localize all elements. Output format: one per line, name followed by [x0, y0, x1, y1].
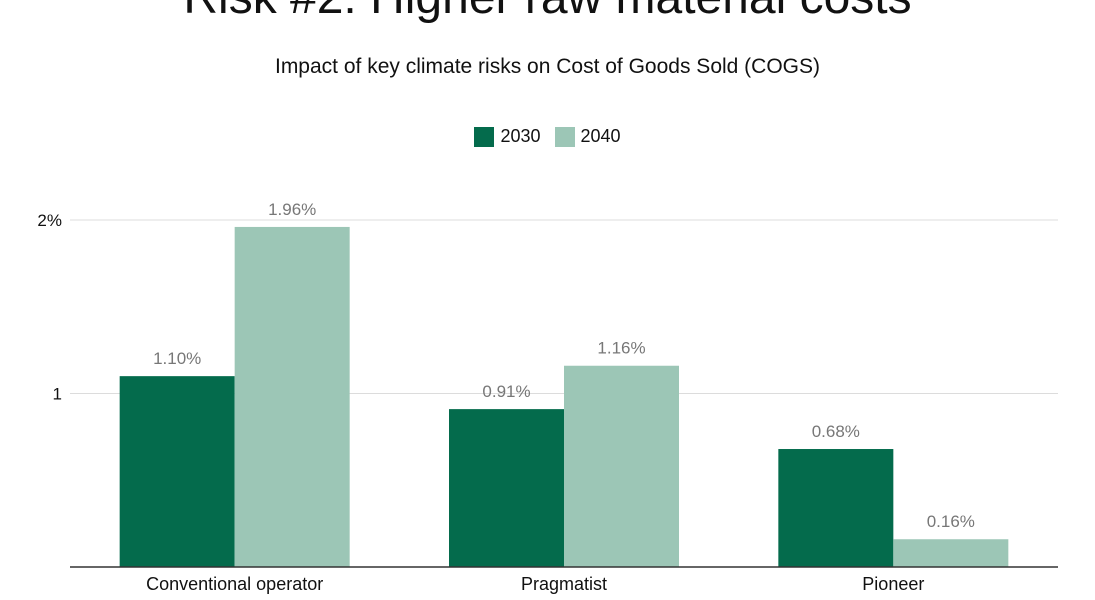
chart-title: Impact of key climate risks on Cost of G… [274, 55, 820, 78]
bar-2030-1 [449, 409, 564, 567]
data-label-2040-1: 1.16% [597, 339, 645, 358]
y-tick-label-1: 2% [37, 211, 62, 230]
data-label-2030-0: 1.10% [153, 349, 201, 368]
legend-label-2030: 2030 [500, 126, 541, 146]
legend-swatch-2040 [554, 126, 575, 147]
bar-2040-2 [893, 539, 1009, 567]
x-tick-label-0: Conventional operator [146, 574, 323, 594]
legend-item-2040: 2040 [554, 126, 621, 147]
data-label-2030-1: 0.91% [482, 382, 530, 401]
x-tick-label-2: Pioneer [862, 574, 924, 594]
legend-item-2030: 2030 [474, 126, 541, 147]
page-title: Risk #2: Higher raw material costs [0, 0, 1095, 22]
data-label-2040-0: 1.96% [268, 200, 316, 219]
bar-2040-1 [564, 365, 679, 567]
data-label-2040-2: 0.16% [927, 512, 975, 531]
legend-swatch-2030 [474, 126, 495, 147]
chart-legend: 2030 2040 [0, 126, 1095, 147]
y-tick-label-0: 1 [53, 385, 62, 404]
legend-label-2040: 2040 [580, 126, 621, 146]
x-tick-label-1: Pragmatist [521, 574, 607, 594]
bar-2040-0 [234, 226, 350, 567]
bar-2030-2 [778, 449, 894, 567]
bar-2030-0 [119, 376, 235, 567]
data-label-2030-2: 0.68% [812, 422, 860, 441]
